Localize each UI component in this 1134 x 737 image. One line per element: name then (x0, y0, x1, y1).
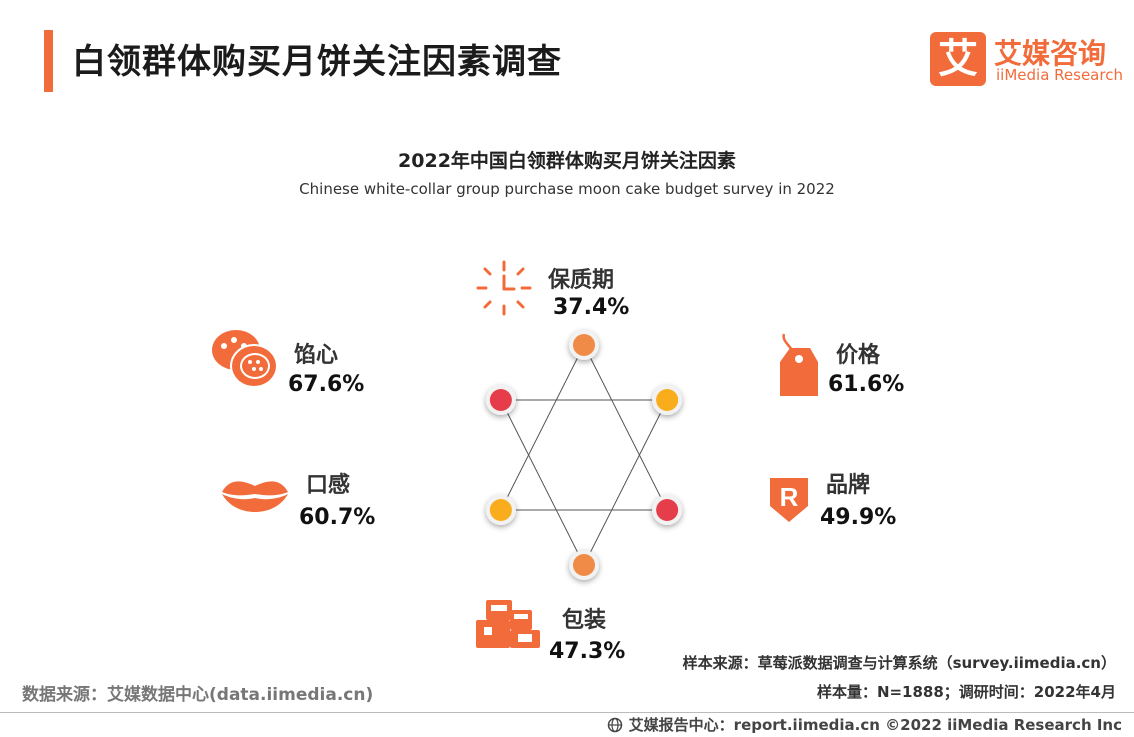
globe-icon (608, 717, 623, 732)
logo-mark: 艾 (930, 32, 986, 86)
title-accent-bar (44, 30, 53, 92)
factor-label-price: 价格 (836, 343, 881, 368)
chart-title: 2022年中国白领群体购买月饼关注因素 (398, 150, 736, 172)
page-title: 白领群体购买月饼关注因素调查 (72, 42, 562, 82)
factor-value-filling: 67.6% (288, 372, 365, 397)
factor-label-filling: 馅心 (294, 343, 339, 368)
network-line (583, 344, 668, 511)
package-icon (476, 600, 540, 648)
brand-r-icon: R (770, 478, 808, 522)
footer-credit-text: 艾媒报告中心：report.iimedia.cn ©2022 iiMedia R… (628, 716, 1122, 734)
footer-divider (0, 712, 1134, 713)
factor-value-packaging: 47.3% (549, 639, 626, 664)
logo-chinese-name: 艾媒咨询 (994, 37, 1107, 70)
network-line (500, 344, 585, 511)
factor-label-taste: 口感 (306, 473, 351, 498)
logo-english-name: iiMedia Research (996, 66, 1123, 84)
svg-text:R: R (780, 482, 799, 512)
lips-icon (222, 481, 288, 512)
data-source-note: 数据来源：艾媒数据中心(data.iimedia.cn) (22, 685, 374, 705)
clock-icon (476, 260, 532, 316)
factor-label-brand: 品牌 (826, 473, 871, 498)
brand-logo: 艾 艾媒咨询 iiMedia Research (930, 30, 1123, 90)
factor-value-price: 61.6% (828, 372, 905, 397)
factor-label-packaging: 包装 (562, 608, 607, 633)
factor-value-shelf-life: 37.4% (553, 295, 630, 320)
node-brand (656, 499, 679, 521)
price-tag-icon (780, 333, 818, 396)
footer-credit: 艾媒报告中心：report.iimedia.cn ©2022 iiMedia R… (607, 714, 1122, 735)
mooncake-icon (212, 330, 278, 388)
node-shelf-life (573, 334, 595, 356)
node-filling (489, 389, 512, 411)
network-line (500, 399, 585, 566)
factor-label-shelf-life: 保质期 (548, 268, 615, 293)
factor-value-brand: 49.9% (820, 505, 897, 530)
node-packaging (573, 554, 595, 576)
factor-value-taste: 60.7% (299, 505, 376, 530)
sample-source-note: 样本来源：草莓派数据调查与计算系统（survey.iimedia.cn） (682, 654, 1116, 672)
network-line (583, 399, 668, 566)
node-price (656, 389, 679, 411)
chart-subtitle: Chinese white-collar group purchase moon… (299, 180, 835, 198)
sample-size-note: 样本量：N=1888；调研时间：2022年4月 (816, 683, 1116, 701)
node-taste (489, 499, 512, 521)
